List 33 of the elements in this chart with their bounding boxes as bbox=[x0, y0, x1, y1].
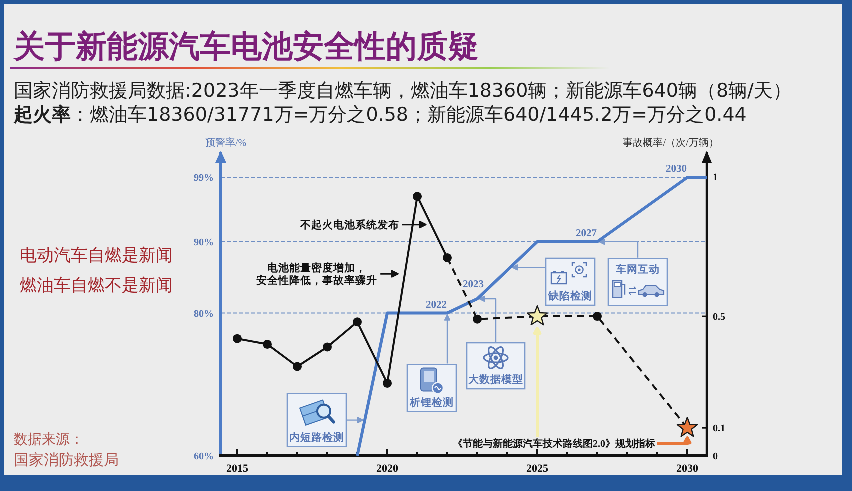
annotation: 2027 bbox=[576, 228, 597, 240]
y2-tick-label: 0.5 bbox=[713, 312, 726, 324]
text: 燃油车自燃不是新闻 bbox=[20, 276, 173, 296]
x-tick-label: 2030 bbox=[676, 463, 699, 475]
y-tick-label: 99% bbox=[194, 173, 214, 184]
annotation: 2022 bbox=[426, 300, 447, 311]
annotation: 电池能量密度增加，安全性降低，事故率骤升 bbox=[256, 261, 378, 288]
source-note: 数据来源： bbox=[14, 432, 84, 448]
annotation: 不起火电池系统发布 bbox=[300, 218, 400, 232]
text: 电动汽车自燃是新闻 bbox=[20, 246, 173, 266]
chart-title: 关于新能源汽车电池安全性的质疑 bbox=[13, 29, 479, 65]
annotation: 内短路检测 bbox=[290, 430, 344, 444]
annotation: 2030 bbox=[666, 164, 687, 176]
annotation: 2023 bbox=[463, 280, 484, 291]
y2-tick-label: 0 bbox=[713, 452, 718, 462]
y2-tick-label: 1 bbox=[713, 172, 718, 184]
x-tick-label: 2015 bbox=[226, 463, 249, 475]
annotation: 车网互动 bbox=[615, 262, 660, 276]
y-axis-title: 预警率/% bbox=[205, 137, 247, 149]
annotation: 缺陷检测 bbox=[548, 290, 592, 303]
annotation: 《节能与新能源汽车技术路线图2.0》规划指标 bbox=[453, 438, 656, 450]
y2-tick-label: 0.1 bbox=[713, 424, 726, 435]
y2-axis-title: 事故概率/（次/万辆） bbox=[623, 137, 719, 149]
annotation: 析锂检测 bbox=[409, 396, 454, 409]
x-tick-label: 2020 bbox=[376, 463, 399, 475]
text: 起火率：燃油车18360/31771万=万分之0.58；新能源车640/1445.2万=万分之0.44 bbox=[13, 104, 747, 126]
annotation: 大数据模型 bbox=[468, 373, 524, 386]
x-tick-label: 2025 bbox=[526, 463, 549, 475]
y-tick-label: 80% bbox=[194, 308, 214, 320]
chart-subtitle: 国家消防救援局数据:2023年一季度自燃车辆，燃油车18360辆；新能源车640辆（8辆/天） bbox=[14, 80, 792, 102]
y-tick-label: 60% bbox=[194, 452, 214, 462]
text: 国家消防救援局 bbox=[14, 452, 119, 469]
y-tick-label: 90% bbox=[194, 237, 214, 248]
